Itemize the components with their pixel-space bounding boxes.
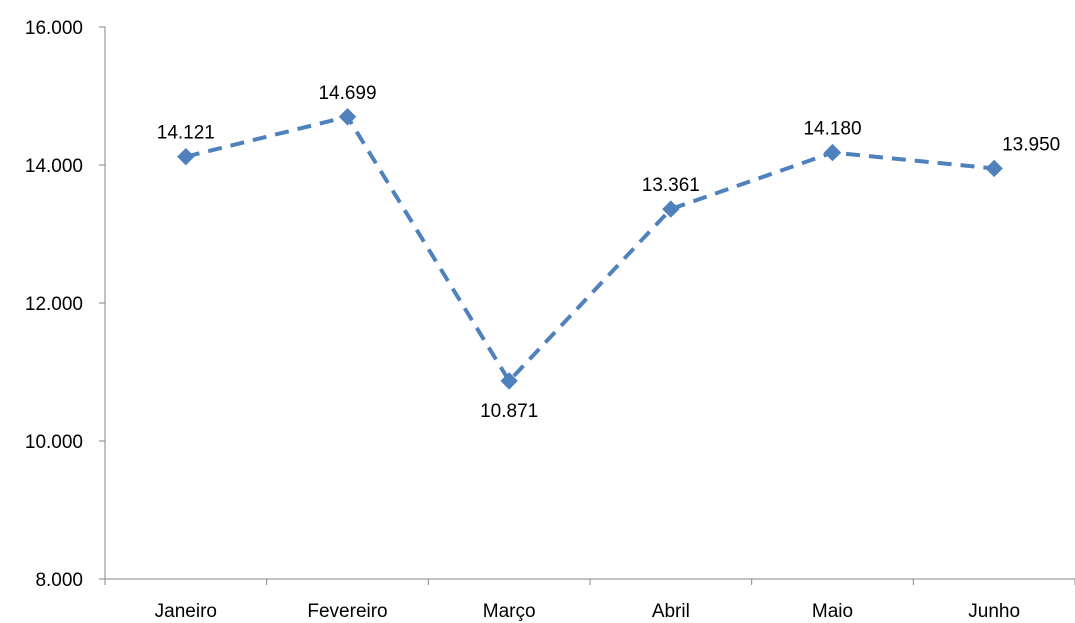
x-tick-label: Abril <box>652 601 690 622</box>
x-tick-label: Janeiro <box>155 601 217 622</box>
x-tick-label: Maio <box>812 601 853 622</box>
y-tick-label: 14.000 <box>25 156 83 177</box>
data-label: 14.180 <box>803 119 861 140</box>
data-point-marker <box>985 159 1003 178</box>
data-label: 10.871 <box>480 401 538 422</box>
x-tick-label: Fevereiro <box>307 601 387 622</box>
data-label: 13.950 <box>1002 134 1060 155</box>
x-axis-ticks: Janeiro Fevereiro Março Abril Maio Junho <box>104 579 1075 622</box>
x-tick-label: Junho <box>968 601 1020 622</box>
chart-axes <box>104 27 1075 580</box>
data-point-marker <box>823 143 842 162</box>
y-tick-label: 8.000 <box>35 570 83 591</box>
x-tick-label: Março <box>483 601 536 622</box>
y-tick-label: 12.000 <box>25 294 83 315</box>
series-line <box>185 114 995 383</box>
data-label: 14.699 <box>318 83 376 104</box>
series-layer <box>177 108 1003 390</box>
y-tick-label: 10.000 <box>25 432 83 453</box>
y-axis-ticks: 8.000 10.000 12.000 14.000 16.000 <box>25 18 105 591</box>
data-label: 14.121 <box>157 123 215 144</box>
y-tick-label: 16.000 <box>25 18 83 39</box>
data-point-marker <box>662 200 680 218</box>
data-point-marker <box>500 372 518 390</box>
data-point-marker <box>177 147 195 166</box>
data-label-layer: 14.121 14.699 10.871 13.361 14.180 13.950 <box>157 83 1060 422</box>
data-point-marker <box>338 108 357 126</box>
data-label: 13.361 <box>642 175 700 196</box>
